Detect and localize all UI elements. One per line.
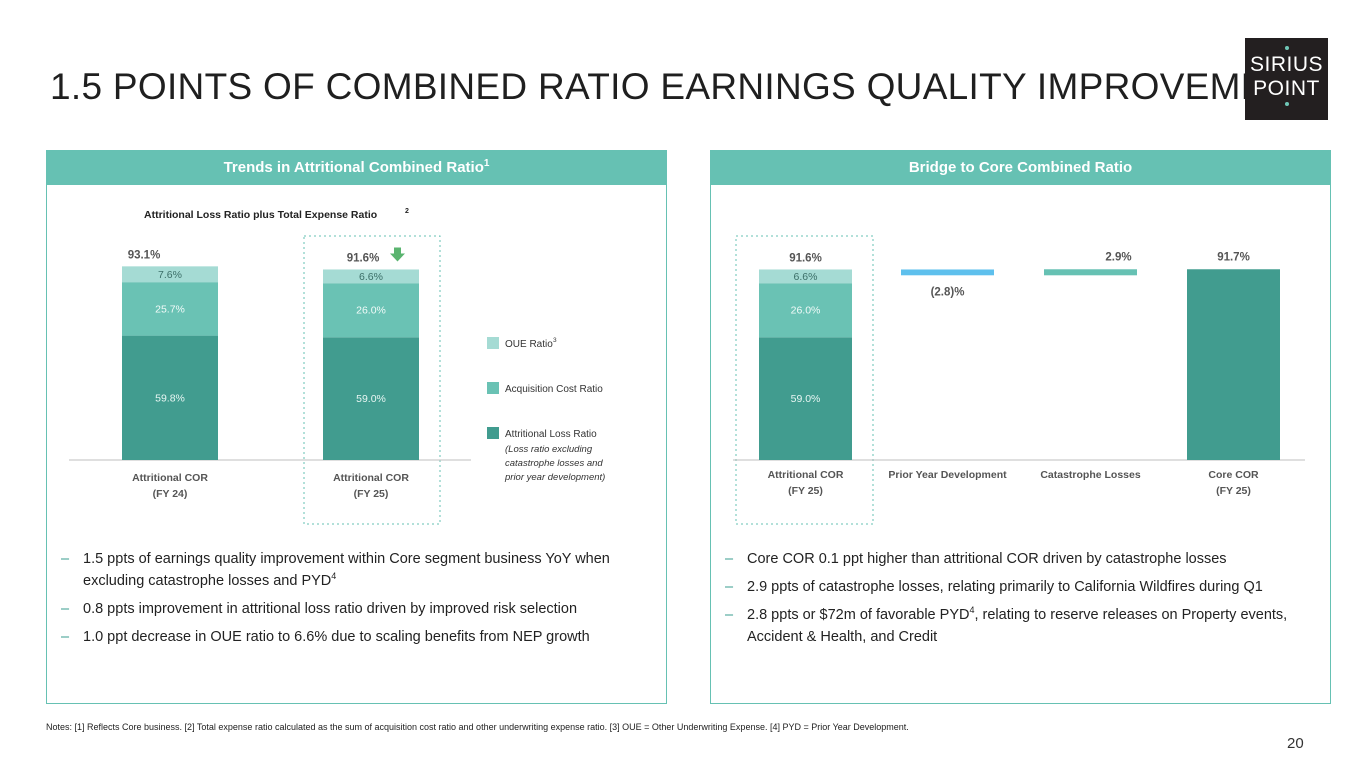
legend-swatch-0	[487, 337, 499, 349]
bullet-item: –1.5 ppts of earnings quality improvemen…	[59, 548, 659, 592]
bar-segment-attritional-loss-ratio-1	[323, 337, 419, 460]
attritional-trends-panel: Trends in Attritional Combined Ratio1 At…	[46, 150, 667, 704]
bullet-footnote: 4	[331, 571, 337, 581]
x-tick-label: Catastrophe Losses	[1040, 469, 1141, 481]
bar-segment-oue-ratio-0	[122, 266, 218, 283]
x-tick-label: Attritional COR	[333, 472, 409, 484]
segment-label: 6.6%	[794, 271, 818, 283]
panel-header-right: Bridge to Core Combined Ratio	[711, 151, 1330, 185]
start-segment-acquisition-cost-ratio	[759, 283, 852, 338]
step-label: (2.8)%	[931, 286, 965, 298]
bullet-dash-icon: –	[725, 551, 734, 567]
step-bar-1	[1044, 269, 1137, 276]
total-label: 93.1%	[128, 249, 161, 261]
core-cor-bridge-panel: Bridge to Core Combined Ratio 59.0% 26.0%…	[710, 150, 1331, 704]
bullet-text: 1.5 ppts of earnings quality improvement…	[83, 551, 610, 589]
right-bullet-list: – Core COR 0.1 ppt higher than attritiona…	[723, 548, 1323, 654]
step-bar-0	[901, 269, 994, 276]
legend-swatch-2	[487, 427, 499, 439]
segment-label: 26.0%	[356, 305, 386, 317]
fy25-highlight-box	[735, 235, 874, 525]
bullet-footnote: 4	[969, 605, 975, 615]
page-number: 20	[1287, 735, 1304, 752]
core-cor-waterfall-chart: 59.0% 26.0% 6.6% 91.6% (2.8)% 2.9% 91.7% Attrit…	[733, 235, 1305, 525]
segment-label: 7.6%	[158, 269, 182, 281]
legend-label-0: OUE Ratio	[505, 339, 553, 350]
panel-header-left-text: Trends in Attritional Combined Ratio	[223, 159, 484, 176]
bullet-dash-icon: –	[61, 551, 70, 567]
bullet-item: –2.9 ppts of catastrophe losses, relatin…	[723, 576, 1323, 598]
bar-segment-acquisition-cost-ratio-1	[323, 283, 419, 338]
footnotes: Notes: [1] Reflects Core business. [2] T…	[46, 722, 909, 732]
x-tick-label: (FY 24)	[153, 488, 188, 500]
x-tick-label: (FY 25)	[354, 488, 389, 500]
legend-sublabel: catastrophe losses and	[505, 458, 603, 469]
bullet-text: Core COR 0.1 ppt higher than attritional…	[747, 551, 1227, 567]
bullet-text: 2.9 ppts of catastrophe losses, relating…	[747, 579, 1263, 595]
header-footnote-1: 1	[483, 158, 490, 169]
siriuspoint-logo: SIRIUS POINT	[1245, 38, 1328, 120]
attritional-cor-stacked-chart: Attritional Loss Ratio plus Total Expens…	[69, 208, 605, 525]
legend-label-2: Attritional Loss Ratio	[505, 429, 597, 440]
bullet-text-continued: , relating to reserve releases on Proper…	[747, 607, 1288, 645]
x-tick-label: Core COR	[1208, 469, 1259, 481]
x-tick-label: Attritional COR	[132, 472, 208, 484]
x-tick-label: Prior Year Development	[888, 469, 1007, 481]
legend-label-1: Acquisition Cost Ratio	[505, 384, 603, 395]
panel-header-left: Trends in Attritional Combined Ratio1	[47, 151, 666, 185]
bullet-dash-icon: –	[725, 607, 734, 623]
segment-label: 59.0%	[356, 393, 386, 405]
x-tick-label: Attritional COR	[768, 469, 844, 481]
legend-sublabel: prior year development)	[504, 472, 605, 483]
bullet-item: –1.0 ppt decrease in OUE ratio to 6.6% d…	[59, 626, 659, 648]
bullet-item: – Core COR 0.1 ppt higher than attritiona…	[723, 548, 1323, 570]
bar-segment-attritional-loss-ratio-0	[122, 335, 218, 460]
total-label: 91.6%	[347, 252, 380, 264]
x-tick-label: (FY 25)	[1216, 485, 1251, 497]
fy25-highlight-box	[303, 235, 441, 525]
segment-label: 6.6%	[359, 271, 383, 283]
bullet-dash-icon: –	[61, 629, 70, 645]
step-label: 2.9%	[1105, 251, 1131, 263]
improvement-arrow-icon	[390, 247, 405, 262]
bar-segment-oue-ratio-1	[323, 269, 419, 284]
bullet-item: –0.8 ppts improvement in attritional los…	[59, 598, 659, 620]
bullet-text: 1.0 ppt decrease in OUE ratio to 6.6% du…	[83, 629, 590, 645]
bullet-dash-icon: –	[725, 579, 734, 595]
chart-subtitle: Attritional Loss Ratio plus Total Expens…	[144, 209, 377, 221]
left-bullet-list: –1.5 ppts of earnings quality improvemen…	[59, 548, 659, 654]
core-cor-bar	[1187, 269, 1280, 460]
legend-footnote-3: 3	[553, 337, 557, 344]
end-total-label: 91.7%	[1217, 251, 1250, 263]
start-segment-oue-ratio	[759, 269, 852, 284]
segment-label: 59.8%	[155, 392, 185, 404]
x-tick-label: (FY 25)	[788, 485, 823, 497]
start-total-label: 91.6%	[789, 252, 822, 264]
bullet-text: 0.8 ppts improvement in attritional loss…	[83, 601, 578, 617]
bullet-item: –2.8 ppts or $72m of favorable PYD4, rel…	[723, 604, 1323, 648]
subtitle-footnote-2: 2	[405, 208, 409, 215]
bullet-text: 2.8 ppts or $72m of favorable PYD	[747, 607, 970, 623]
segment-label: 25.7%	[155, 303, 185, 315]
bar-segment-acquisition-cost-ratio-0	[122, 282, 218, 336]
legend-sublabel: (Loss ratio excluding	[505, 444, 593, 455]
page-title: 1.5 POINTS OF COMBINED RATIO EARNINGS QU…	[50, 66, 1316, 107]
logo-line-2: POINT	[1253, 77, 1320, 100]
segment-label: 59.0%	[791, 393, 821, 405]
logo-line-1: SIRIUS	[1249, 53, 1323, 76]
segment-label: 26.0%	[791, 305, 821, 317]
bullet-dash-icon: –	[61, 601, 70, 617]
legend-swatch-1	[487, 382, 499, 394]
start-segment-attritional-loss-ratio	[759, 337, 852, 460]
